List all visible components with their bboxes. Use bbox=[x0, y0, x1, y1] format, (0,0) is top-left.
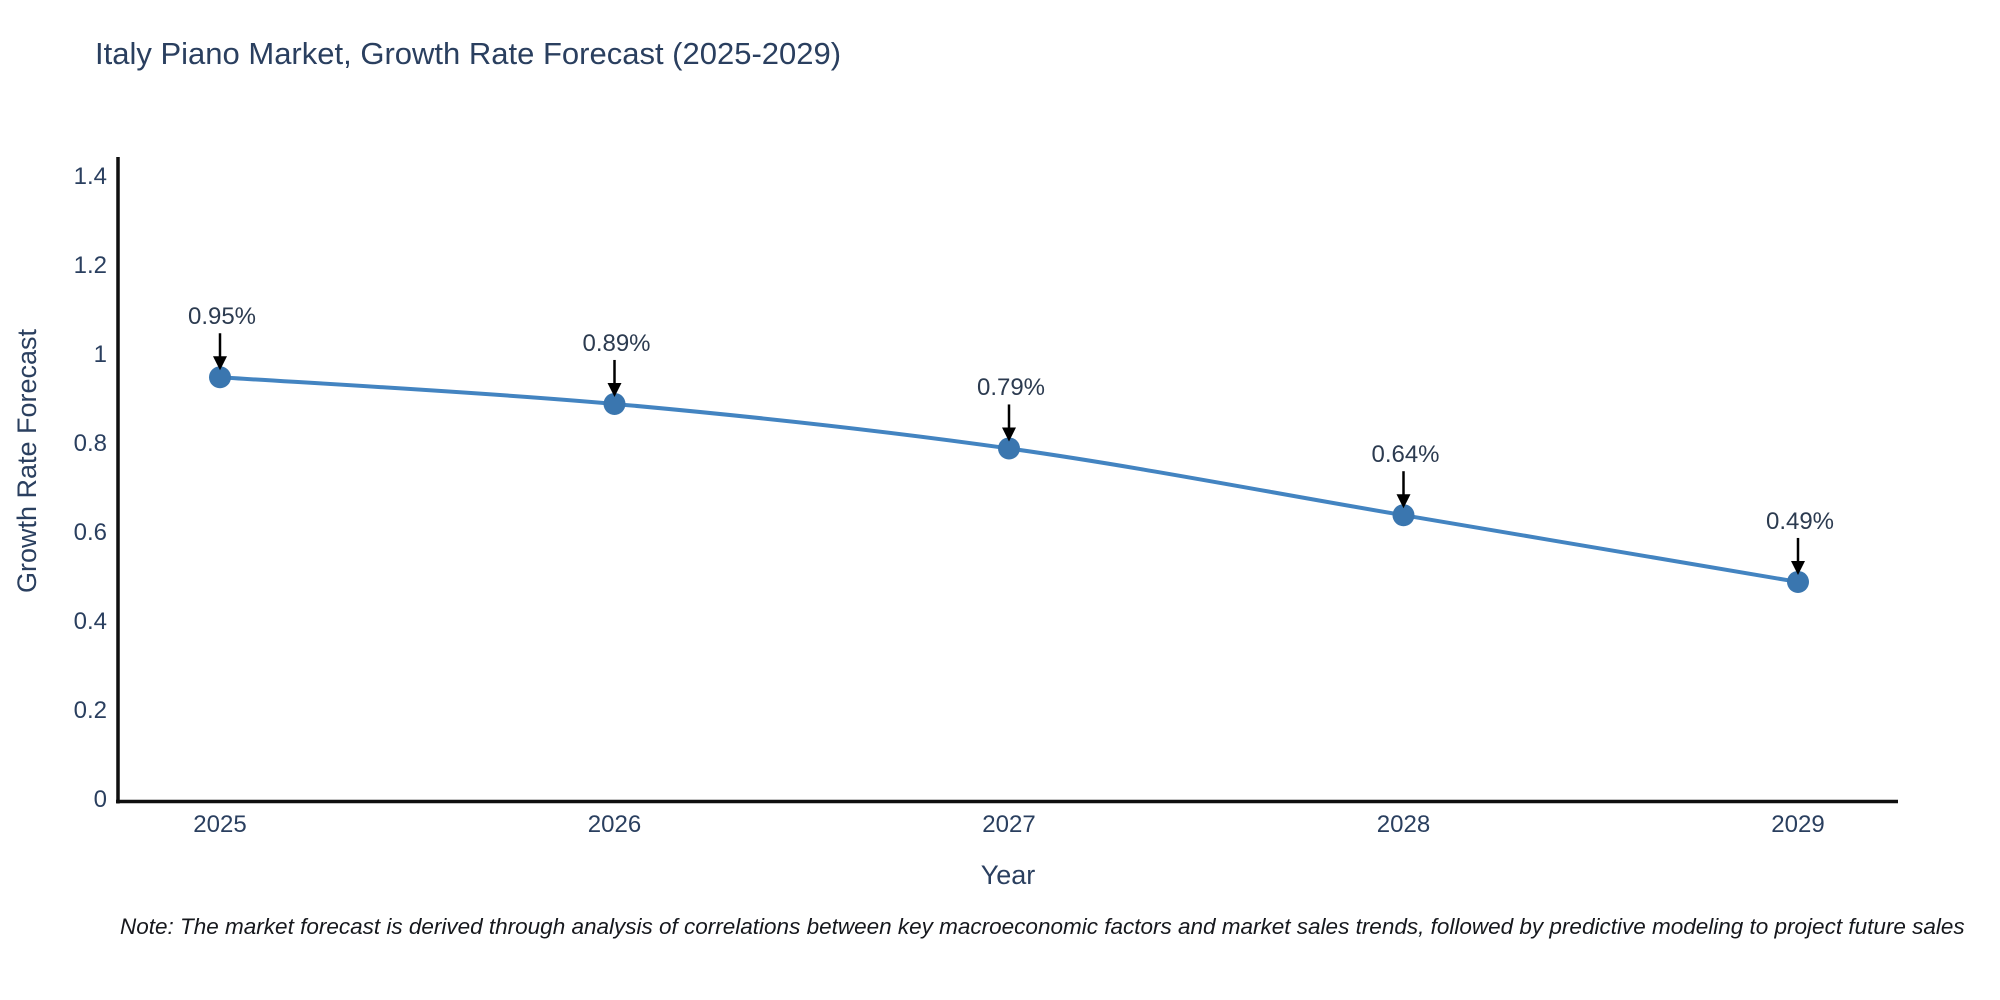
footnote: Note: The market forecast is derived thr… bbox=[120, 914, 1965, 939]
annotation-arrow-head bbox=[1396, 494, 1411, 509]
y-tick-label: 0.4 bbox=[73, 608, 107, 635]
annotation-arrow-head bbox=[607, 382, 622, 397]
data-point-marker bbox=[998, 437, 1020, 460]
chart-title: Italy Piano Market, Growth Rate Forecast… bbox=[95, 36, 842, 71]
annotation-arrow-head bbox=[1002, 427, 1016, 442]
data-point-marker bbox=[603, 392, 626, 415]
y-tick-label: 1.4 bbox=[73, 163, 107, 190]
point-value-label: 0.64% bbox=[1371, 441, 1440, 469]
x-axis-title: Year bbox=[980, 860, 1036, 890]
data-point-marker bbox=[209, 366, 231, 389]
y-tick-label: 0.2 bbox=[73, 697, 107, 724]
x-tick-label: 2026 bbox=[587, 811, 642, 838]
annotation-arrow-head bbox=[213, 356, 227, 371]
y-tick-label: 0.8 bbox=[73, 430, 107, 457]
x-tick-label: 2027 bbox=[982, 811, 1036, 838]
y-tick-label: 1 bbox=[93, 341, 107, 368]
annotation-arrow-head bbox=[1791, 560, 1805, 575]
x-tick-label: 2028 bbox=[1376, 811, 1431, 838]
point-value-label: 0.89% bbox=[582, 329, 651, 357]
y-tick-label: 0.6 bbox=[73, 519, 107, 546]
x-tick-label: 2025 bbox=[193, 811, 247, 838]
data-point-marker bbox=[1787, 570, 1809, 593]
point-value-label: 0.49% bbox=[1765, 507, 1835, 535]
y-tick-label: 1.2 bbox=[73, 252, 107, 279]
point-value-label: 0.79% bbox=[976, 374, 1046, 402]
point-value-label: 0.95% bbox=[187, 303, 257, 331]
y-tick-label: 0 bbox=[93, 786, 107, 813]
data-point-marker bbox=[1392, 504, 1415, 527]
x-tick-label: 2029 bbox=[1771, 811, 1825, 838]
